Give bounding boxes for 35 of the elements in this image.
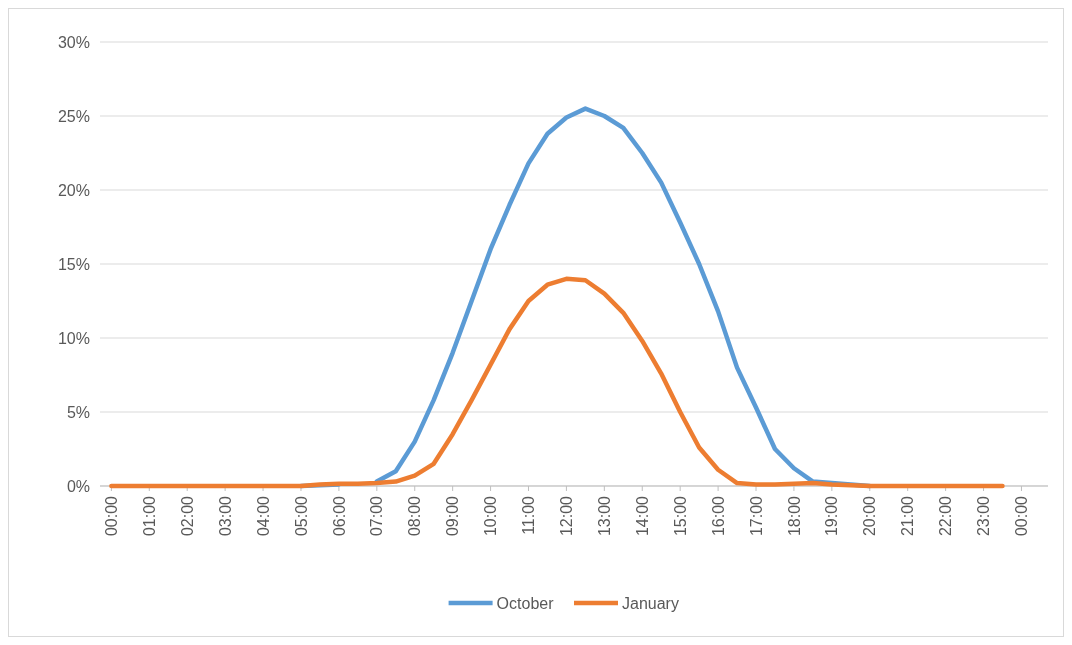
x-tick-label: 22:00 bbox=[937, 495, 955, 537]
x-tick-label: 16:00 bbox=[709, 495, 727, 537]
x-tick-label: 14:00 bbox=[633, 495, 651, 537]
x-tick-label: 00:00 bbox=[102, 495, 120, 537]
x-tick-label: 19:00 bbox=[823, 495, 841, 537]
line-series bbox=[109, 276, 1005, 489]
x-tick-label: 10:00 bbox=[482, 495, 500, 537]
y-tick-label: 20% bbox=[57, 181, 90, 199]
x-tick-label: 23:00 bbox=[975, 495, 993, 537]
x-tick-label: 09:00 bbox=[444, 495, 462, 537]
y-tick-label: 10% bbox=[57, 329, 90, 347]
y-tick-label: 5% bbox=[66, 403, 90, 421]
x-tick-label: 20:00 bbox=[861, 495, 879, 537]
x-tick-label: 01:00 bbox=[140, 495, 158, 537]
x-tick-label: 00:00 bbox=[1013, 495, 1031, 537]
x-tick-label: 07:00 bbox=[368, 495, 386, 537]
x-tick-label: 03:00 bbox=[216, 495, 234, 537]
legend-label: October bbox=[496, 594, 555, 612]
y-tick-label: 30% bbox=[57, 33, 90, 51]
x-tick-label: 13:00 bbox=[595, 495, 613, 537]
x-tick-label: 05:00 bbox=[292, 495, 310, 537]
legend-label: January bbox=[622, 594, 679, 612]
x-tick-label: 11:00 bbox=[520, 495, 538, 535]
x-tick-label: 04:00 bbox=[254, 495, 272, 537]
x-tick-label: 15:00 bbox=[671, 495, 689, 537]
y-tick-label: 15% bbox=[57, 255, 90, 273]
y-tick-label: 25% bbox=[57, 107, 90, 125]
x-tick-label: 02:00 bbox=[178, 495, 196, 537]
y-tick-label: 0% bbox=[66, 477, 90, 495]
x-tick-label: 08:00 bbox=[406, 495, 424, 537]
x-tick-label: 17:00 bbox=[747, 495, 765, 537]
x-tick-label: 18:00 bbox=[785, 495, 803, 537]
x-tick-label: 21:00 bbox=[899, 495, 917, 537]
x-tick-label: 12:00 bbox=[558, 495, 576, 537]
x-tick-label: 06:00 bbox=[330, 495, 348, 537]
